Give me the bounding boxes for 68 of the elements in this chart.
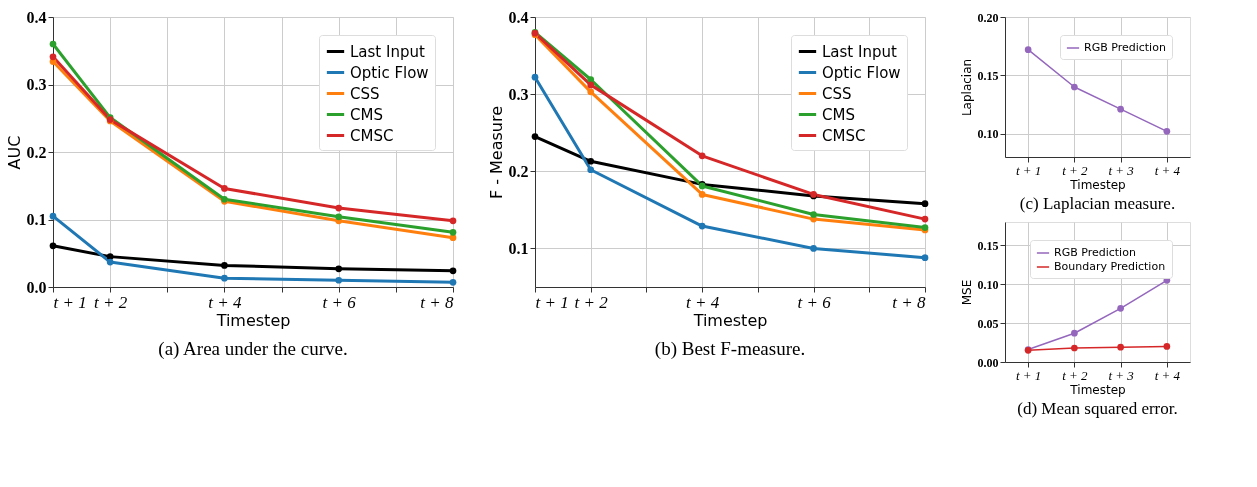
y-tick-label: 0.1 [508, 239, 529, 257]
y-tick-label: 0.3 [26, 76, 47, 93]
y-axis-title: MSE [959, 279, 974, 306]
x-axis-title: Timestep [1069, 177, 1126, 192]
y-tick-label: 0.4 [26, 8, 47, 26]
legend-label: RGB Prediction [1084, 41, 1166, 54]
point [1071, 329, 1078, 337]
x-tick-label: t + 2 [1062, 162, 1089, 178]
x-tick-label: t + 1 [535, 292, 569, 312]
x-tick-label: t + 6 [797, 292, 832, 312]
point [1163, 343, 1171, 350]
x-tick-label: t + 4 [1154, 367, 1181, 383]
y-axis-title: AUC [4, 135, 24, 170]
y-tick-label: 0.4 [508, 8, 529, 26]
y-tick-label: 0.2 [508, 162, 529, 180]
legend-label: Last Input [822, 42, 897, 61]
text: (c) Laplacian measure. [1019, 194, 1176, 213]
legend-label: Optic Flow [822, 63, 901, 82]
x-tick-label: t + 1 [53, 292, 87, 312]
legend-label: RGB Prediction [1054, 246, 1136, 259]
point [1117, 304, 1124, 312]
legend-label: CSS [350, 84, 380, 103]
point [1071, 344, 1078, 352]
legend-label: CMS [822, 105, 855, 124]
y-tick-label: 0.3 [508, 85, 529, 103]
point [1024, 46, 1032, 54]
y-tick-label: 0.2 [26, 143, 47, 161]
x-tick-label: t + 2 [574, 292, 609, 312]
legend-label: CMS [350, 105, 383, 124]
x-tick-label: t + 3 [1108, 162, 1135, 178]
x-tick-label: t + 2 [1062, 367, 1089, 383]
y-axis-title: F - Measure [486, 105, 506, 200]
legend-label: CMSC [350, 126, 394, 145]
legend-label: Optic Flow [350, 63, 429, 82]
x-tick-label: t + 4 [208, 292, 243, 312]
legend-label: CMSC [822, 126, 866, 145]
x-axis-title: Timestep [692, 310, 768, 330]
y-tick-label: 0.20 [977, 10, 999, 25]
y-tick-label: 0.15 [977, 68, 999, 83]
x-tick-label: t + 8 [420, 292, 454, 312]
point [1117, 105, 1124, 113]
y-tick-label: 0.15 [977, 238, 999, 253]
x-axis-title: Timestep [1069, 382, 1126, 397]
point [1071, 83, 1078, 91]
text: (b) Best F-measure. [654, 338, 806, 360]
x-tick-label: t + 3 [1108, 367, 1135, 383]
point [1163, 127, 1171, 135]
x-tick-label: t + 4 [686, 292, 720, 312]
point [1117, 343, 1124, 351]
y-tick-label: 0.0 [26, 278, 47, 296]
x-tick-label: t + 2 [94, 292, 128, 312]
legend-label: Boundary Prediction [1054, 260, 1166, 273]
x-tick-label: t + 4 [1154, 162, 1181, 178]
y-tick-label: 0.10 [977, 277, 999, 292]
y-tick-label: 0.05 [977, 316, 999, 331]
y-axis-title: Laplacian [959, 58, 974, 117]
x-tick-label: t + 1 [1015, 367, 1042, 383]
legend-label: Last Input [350, 42, 425, 61]
y-tick-label: 0.10 [977, 127, 999, 142]
x-tick-label: t + 8 [892, 292, 926, 312]
x-tick-label: t + 1 [1015, 162, 1042, 178]
text: (a) Area under the curve. [158, 338, 348, 360]
text: (d) Mean squared error. [1017, 399, 1178, 418]
y-tick-label: 0.00 [977, 355, 999, 370]
x-axis-title: Timestep [215, 310, 291, 330]
legend-label: CSS [822, 84, 852, 103]
y-tick-label: 0.1 [26, 211, 47, 228]
x-tick-label: t + 6 [322, 292, 357, 312]
